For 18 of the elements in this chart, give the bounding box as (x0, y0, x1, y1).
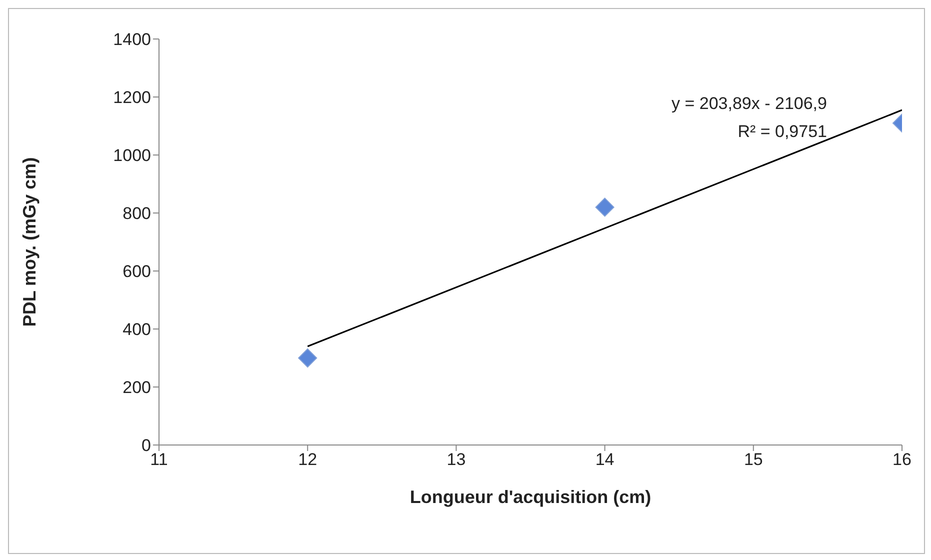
y-tick-label: 800 (122, 204, 151, 224)
y-tick-label: 1200 (113, 88, 151, 108)
x-tick-label: 12 (298, 450, 318, 470)
y-tick-label: 200 (122, 378, 151, 398)
x-tick-label: 15 (744, 450, 763, 470)
annotation: y = 203,89x - 2106,9 (672, 94, 827, 113)
y-axis-title: PDL moy. (mGy cm) (19, 157, 40, 327)
y-tick-label: 600 (122, 262, 151, 282)
x-tick-label: 16 (892, 450, 912, 470)
annotation: R² = 0,9751 (738, 122, 827, 141)
x-axis-title: Longueur d'acquisition (cm) (410, 487, 652, 507)
y-tick-label: 0 (142, 436, 151, 456)
x-tick-label: 11 (150, 450, 168, 470)
y-tick-label: 400 (122, 320, 151, 340)
x-tick-label: 13 (446, 450, 466, 470)
y-tick-label: 1000 (113, 146, 151, 166)
x-tick-label: 14 (595, 450, 614, 470)
y-tick-label: 1400 (113, 30, 151, 50)
